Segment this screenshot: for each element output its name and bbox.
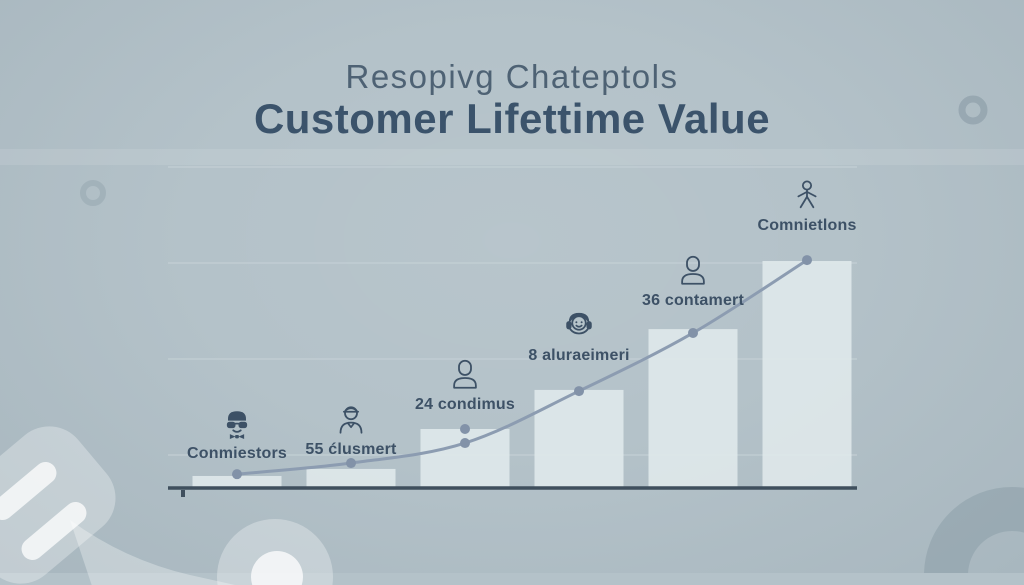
category-group-5: 36 contamert	[613, 253, 773, 311]
bar-1	[192, 475, 282, 488]
title-block: Resopivg Chateptols Customer Lifettime V…	[0, 58, 1024, 142]
agent-headset-icon	[566, 312, 592, 335]
category-label: 36 contamert	[642, 292, 744, 309]
bar-2	[306, 468, 396, 488]
trend-dot-3	[460, 438, 470, 449]
star-person-icon	[797, 180, 817, 209]
category-label: 24 condimus	[414, 396, 515, 413]
trend-dot-4	[574, 386, 584, 397]
category-label: 8 aluraeimeri	[528, 347, 630, 364]
category-group-1: Conmiestors	[157, 406, 317, 464]
category-label: 55 ćlusmert	[305, 441, 397, 458]
customer-face-icon	[226, 411, 248, 439]
category-label: Comnietlons	[757, 217, 857, 234]
trend-dot-6	[802, 255, 812, 266]
person-cap-icon	[339, 406, 363, 434]
trend-line	[236, 258, 808, 476]
category-label: Conmiestors	[187, 445, 287, 462]
category-group-3: 24 condimus	[385, 357, 545, 415]
bar-4	[534, 389, 624, 488]
person-outline-icon	[453, 359, 477, 389]
page-title: Customer Lifettime Value	[253, 94, 771, 142]
category-group-6: Comnietlons	[727, 178, 887, 236]
trend-dot-5	[688, 327, 698, 338]
chart-canvas	[168, 166, 857, 497]
bar-3	[420, 428, 510, 488]
bar-6	[762, 261, 852, 488]
trend-dot-2	[346, 458, 356, 469]
x-axis-tick	[181, 490, 185, 497]
title-subtitle: Resopivg Chateptols	[345, 58, 679, 95]
person-outline-icon	[681, 255, 705, 285]
trend-dot-1	[232, 469, 242, 480]
bar-5	[648, 329, 738, 488]
category-group-2: 55 ćlusmert	[271, 402, 431, 460]
stray-dot	[460, 423, 470, 434]
category-group-4: 8 aluraeimeri	[499, 308, 659, 366]
